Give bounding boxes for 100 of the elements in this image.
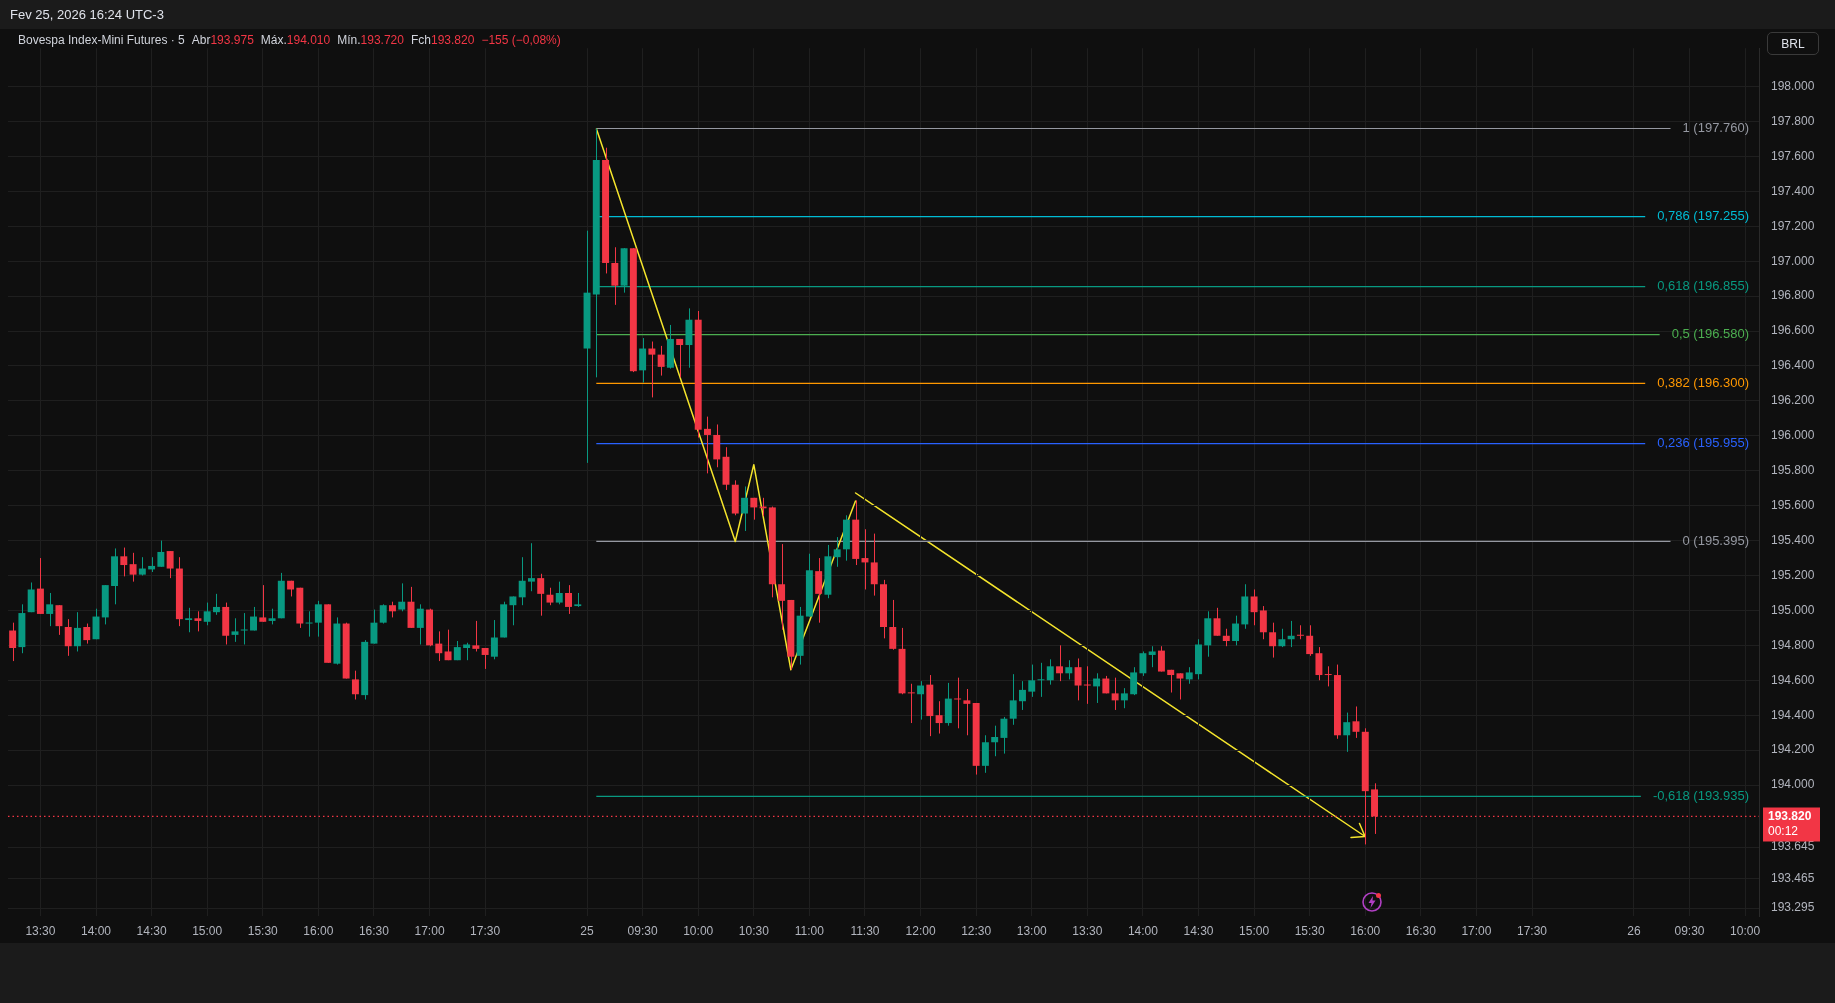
- candlestick: [889, 599, 897, 651]
- chart-title: Bovespa Index-Mini Futures · 5: [18, 33, 185, 47]
- y-tick-label: 197.200: [1771, 218, 1815, 233]
- y-tick-label: 194.000: [1771, 777, 1815, 792]
- y-tick-label: 194.400: [1771, 707, 1815, 722]
- candlestick: [1148, 645, 1156, 668]
- text: Mín.: [337, 33, 361, 47]
- y-tick-label: 195.000: [1771, 602, 1815, 617]
- x-tick-label: 09:30: [1674, 923, 1705, 938]
- candlestick: [351, 670, 359, 700]
- candlestick: [935, 700, 943, 735]
- candlestick: [444, 629, 452, 661]
- y-tick-label: 193.295: [1771, 900, 1815, 915]
- y-tick-label: 195.400: [1771, 532, 1815, 547]
- candlestick: [1139, 650, 1147, 677]
- y-tick-label: 197.400: [1771, 183, 1815, 198]
- candlestick: [435, 630, 443, 662]
- y-tick-label: 196.600: [1771, 323, 1815, 338]
- candlestick: [1259, 605, 1267, 640]
- candlestick: [138, 556, 146, 577]
- x-tick-label: 10:00: [683, 923, 714, 938]
- candlestick: [166, 550, 174, 579]
- candlestick: [1074, 657, 1082, 701]
- x-tick-label: 15:00: [1239, 923, 1270, 938]
- candlestick: [212, 593, 220, 616]
- candlestick: [1000, 716, 1008, 755]
- candlestick: [259, 584, 267, 623]
- candlestick: [527, 542, 535, 592]
- x-tick-label: 10:00: [1730, 923, 1761, 938]
- candlestick: [1232, 615, 1240, 646]
- text: 193.975: [210, 33, 254, 47]
- candlestick: [398, 582, 406, 612]
- candlestick: [157, 540, 165, 568]
- x-tick-label: 09:30: [627, 923, 658, 938]
- candlestick: [1315, 646, 1323, 681]
- x-tick-label: 13:30: [1072, 923, 1103, 938]
- y-tick-label: 194.600: [1771, 672, 1815, 687]
- ref-line-label: 0,618 (196.855): [1657, 278, 1749, 294]
- candlestick: [1065, 659, 1073, 680]
- x-tick-label: 11:30: [850, 923, 880, 938]
- candlestick: [1306, 624, 1314, 657]
- candlestick: [1046, 658, 1054, 686]
- x-tick-label: 15:30: [247, 923, 279, 938]
- candlestick: [240, 612, 248, 645]
- text: 193.720: [360, 33, 404, 47]
- text: 194.010: [286, 33, 331, 47]
- y-tick-label: 193.645: [1771, 839, 1815, 854]
- candlestick: [537, 573, 545, 617]
- candlestick: [1157, 645, 1165, 673]
- candlestick: [1009, 673, 1017, 726]
- y-tick-label: 197.000: [1771, 253, 1815, 268]
- ref-line-label: 193.820: [1768, 808, 1812, 823]
- ref-line-label: 0,382 (196.300): [1657, 375, 1749, 391]
- candlestick: [870, 533, 878, 597]
- candlestick: [1352, 705, 1360, 739]
- candlestick: [991, 725, 999, 757]
- candlestick: [1324, 665, 1332, 687]
- candlestick: [1018, 680, 1026, 711]
- text: Máx.: [260, 33, 287, 47]
- x-tick-label: 14:00: [1127, 923, 1159, 938]
- candlestick: [1269, 622, 1277, 659]
- x-tick-label: 10:30: [738, 923, 770, 938]
- candlestick: [954, 677, 962, 729]
- candlestick: [203, 602, 211, 626]
- x-tick-label: 13:30: [25, 923, 56, 938]
- candlestick: [611, 246, 619, 306]
- candlestick: [778, 543, 786, 631]
- candlestick: [981, 734, 989, 774]
- candlestick: [639, 337, 647, 384]
- ref-line-label: 0,5 (196.580): [1671, 326, 1749, 342]
- candlestick: [1278, 628, 1286, 648]
- candlestick: [509, 595, 517, 626]
- candlestick: [861, 528, 869, 590]
- candlestick: [9, 622, 17, 662]
- text: BRL: [1767, 32, 1819, 55]
- ref-line-label: 1 (197.760): [1682, 120, 1749, 136]
- text: 00:12: [1768, 823, 1799, 838]
- y-tick-label: 196.400: [1771, 358, 1815, 373]
- candlestick: [833, 536, 841, 568]
- x-tick-label: 17:30: [470, 923, 501, 938]
- candlestick: [129, 552, 137, 583]
- y-tick-label: 193.465: [1771, 870, 1815, 885]
- x-tick-label: 12:30: [961, 923, 992, 938]
- candlestick: [314, 600, 322, 638]
- candlestick: [370, 609, 378, 645]
- candlestick: [1250, 588, 1258, 626]
- y-tick-label: 196.200: [1771, 393, 1815, 408]
- ref-line-label: 0 (195.395): [1682, 533, 1749, 549]
- candlestick: [1176, 672, 1184, 700]
- x-tick-label: 17:30: [1517, 923, 1548, 938]
- y-tick-label: 196.000: [1771, 428, 1815, 443]
- x-tick-label: 16:30: [1405, 923, 1437, 938]
- x-tick-label: 14:00: [81, 923, 112, 938]
- x-tick-label: 17:00: [414, 923, 445, 938]
- text: Abr: [191, 33, 211, 47]
- ref-line-label: 0,786 (197.255): [1657, 208, 1749, 224]
- candlestick: [305, 610, 313, 638]
- x-tick-label: 15:00: [192, 923, 223, 938]
- candlestick: [741, 485, 749, 532]
- x-tick-label: 14:30: [136, 923, 167, 938]
